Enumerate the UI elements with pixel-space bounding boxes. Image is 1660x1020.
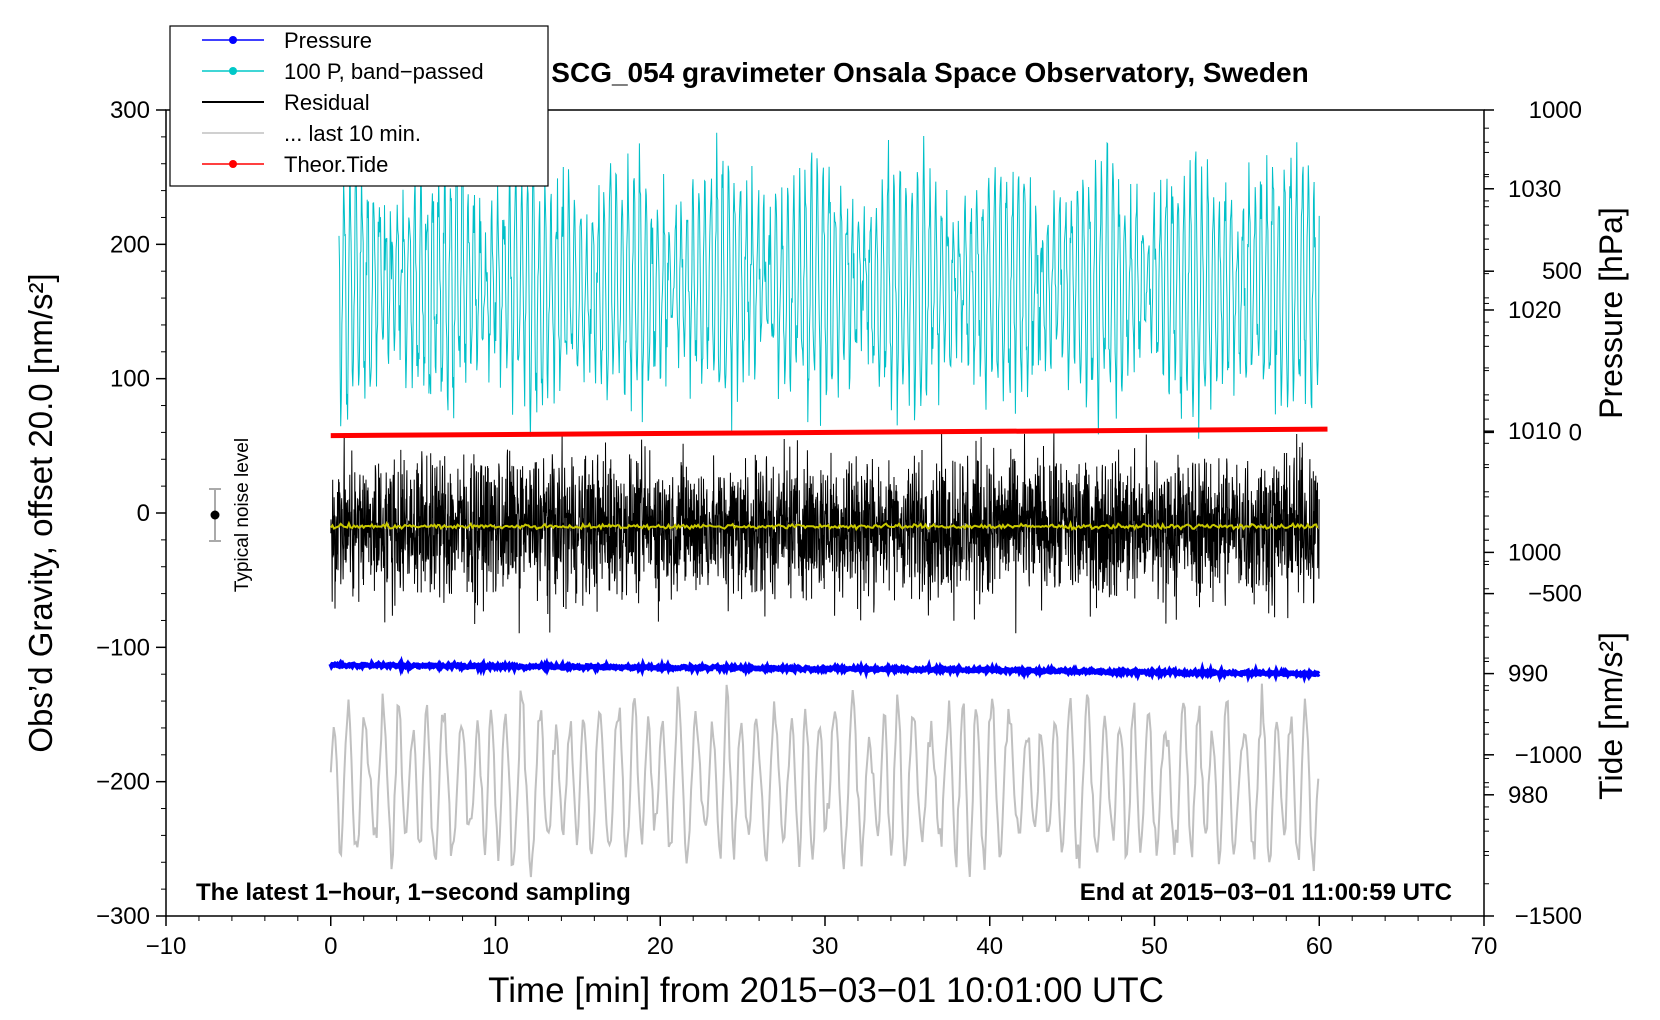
y-tick-label: 200 [110,231,150,258]
axes-layer: −10 0 10 20 30 40 50 60 70−300−200−1000100200300… [96,97,1582,960]
y-tick-label: 300 [110,97,150,124]
x-tick-label: 0 [324,933,337,960]
plot-area [328,132,1328,878]
x-tick-label: −10 [146,933,187,960]
x-tick-label: 70 [1471,933,1498,960]
y-tick-label: 100 [110,366,150,393]
legend-label: Theor.Tide [284,152,388,177]
x-axis-label: Time [min] from 2015−03−01 10:01:00 UTC [488,971,1164,1010]
series-residual [330,430,1320,634]
tide-tick-label: 1000 [1529,97,1582,124]
y-axis-label-tide: Tide [nm/s²] [1593,632,1629,800]
x-tick-label: 50 [1141,933,1168,960]
legend-marker [229,160,237,168]
series-layer [328,132,1328,878]
tide-tick-label: −500 [1528,581,1582,608]
x-tick-label: 10 [482,933,509,960]
noise-dot [210,510,220,520]
x-tick-label: 60 [1306,933,1333,960]
y-tick-label: −200 [96,769,150,796]
legend-marker [229,36,237,44]
chart-title: SCG_054 gravimeter Onsala Space Observat… [551,57,1308,88]
legend-box [169,25,549,187]
noise-level-indicator: Typical noise level [209,438,253,592]
pressure-tick-label: 1030 [1508,176,1561,203]
annotation-bottom-left: The latest 1−hour, 1−second sampling [196,879,631,906]
series-last-10-min [329,683,1320,878]
x-tick-label: 40 [976,933,1003,960]
tide-tick-label: −1500 [1515,903,1582,930]
pressure-tick-label: 1020 [1508,297,1561,324]
y-tick-label: −100 [96,634,150,661]
legend-label: 100 P, band−passed [284,59,484,84]
noise-level-label: Typical noise level [232,438,253,592]
x-tick-label: 20 [647,933,674,960]
pressure-tick-label: 1000 [1508,539,1561,566]
legend-marker [229,67,237,75]
series-theoretical-tide [330,426,1328,439]
y-tick-label: −300 [96,903,150,930]
pressure-tick-label: 980 [1508,782,1548,809]
legend: Pressure 100 P, band−passed Residual ... la… [169,25,549,187]
y-axis-label-left: Obs’d Gravity, offset 20.0 [nm/s²] [22,273,59,752]
y-tick-label: 0 [137,500,150,527]
x-tick-label: 30 [812,933,839,960]
series-band-passed-pressure [338,132,1320,439]
tide-tick-label: 0 [1569,419,1582,446]
tide-tick-label: −1000 [1515,742,1582,769]
pressure-tick-label: 990 [1508,661,1548,688]
series-pressure [328,655,1321,684]
annotation-bottom-right: End at 2015−03−01 11:00:59 UTC [1080,879,1452,906]
y-axis-label-pressure: Pressure [hPa] [1593,207,1629,419]
legend-label: Residual [284,90,370,115]
legend-label: ... last 10 min. [284,121,421,146]
pressure-tick-label: 1010 [1508,418,1561,445]
series-residual-smoothed [330,520,1319,532]
legend-label: Pressure [284,28,372,53]
tide-tick-label: 500 [1542,258,1582,285]
